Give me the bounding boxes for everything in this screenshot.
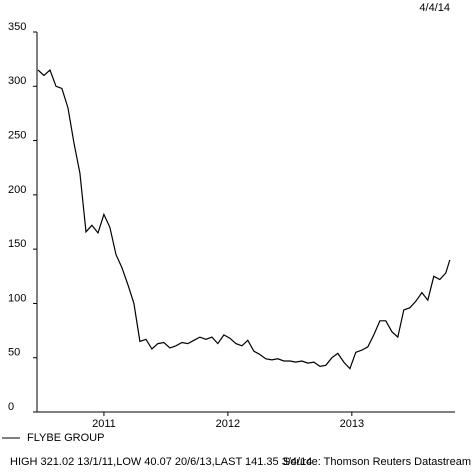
x-tick-label: 2012 — [216, 418, 240, 430]
legend-label: FLYBE GROUP — [27, 432, 104, 444]
y-tick-label: 100 — [8, 292, 26, 304]
x-tick-label: 2011 — [92, 418, 116, 430]
price-line — [37, 68, 451, 370]
y-tick-label: 50 — [8, 347, 20, 359]
y-tick-label: 150 — [8, 238, 26, 250]
footnote: HIGH 321.02 13/1/11,LOW 40.07 20/6/13,LA… — [10, 456, 312, 468]
y-tick-label: 250 — [8, 129, 26, 141]
chart-date: 4/4/14 — [419, 2, 450, 14]
source: Source: Thomson Reuters Datastream — [283, 456, 471, 468]
x-tick-label: 2013 — [340, 418, 364, 430]
y-tick-label: 0 — [8, 401, 14, 413]
y-tick-label: 350 — [8, 21, 26, 33]
y-tick-label: 300 — [8, 75, 26, 87]
y-tick-label: 200 — [8, 184, 26, 196]
